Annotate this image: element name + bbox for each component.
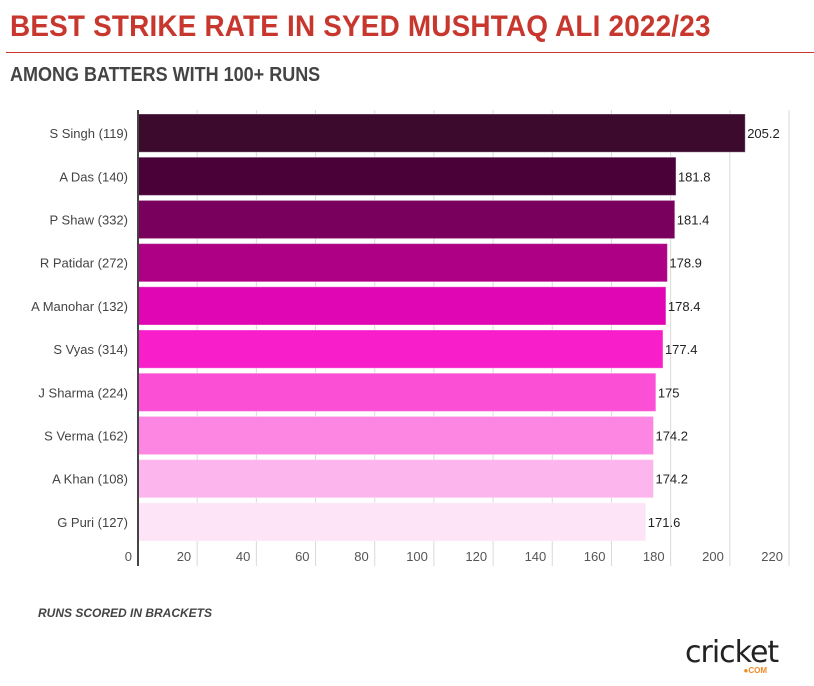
category-label: S Vyas (314): [53, 342, 128, 357]
data-label: 175: [658, 385, 680, 400]
x-tick-label: 20: [177, 549, 191, 564]
bar: [137, 286, 667, 326]
category-label: P Shaw (332): [49, 213, 128, 228]
data-label: 178.9: [669, 256, 702, 271]
bar: [137, 329, 664, 369]
data-label: 177.4: [665, 342, 698, 357]
bar: [137, 372, 657, 412]
x-tick-label: 200: [702, 549, 724, 564]
chart-subtitle: AMONG BATTERS WITH 100+ RUNS: [10, 64, 321, 86]
x-tick-label: 180: [643, 549, 665, 564]
logo-suffix: ●COM: [743, 666, 768, 675]
x-tick-label: 60: [295, 549, 309, 564]
x-tick-label: 80: [354, 549, 368, 564]
footnote: RUNS SCORED IN BRACKETS: [38, 606, 213, 620]
category-label: S Singh (119): [49, 126, 128, 141]
category-label: A Das (140): [59, 169, 128, 184]
x-tick-label: 40: [236, 549, 250, 564]
category-label: A Khan (108): [52, 472, 128, 487]
data-label: 205.2: [747, 126, 780, 141]
chart-title: BEST STRIKE RATE IN SYED MUSHTAQ ALI 202…: [10, 10, 711, 43]
x-tick-label: 140: [525, 549, 547, 564]
data-label: 178.4: [668, 299, 701, 314]
bar: [137, 502, 647, 542]
bar: [137, 156, 677, 196]
category-label: G Puri (127): [57, 515, 128, 530]
data-label: 174.2: [655, 429, 688, 444]
cricket-com-logo: cricket ●COM: [685, 638, 795, 678]
data-label: 181.4: [677, 213, 710, 228]
bar: [137, 459, 654, 499]
x-tick-label: 220: [761, 549, 783, 564]
bar-chart: 0 20 40 60 80 100 120 140 160 180 200 220 S Singh (1…: [31, 110, 790, 566]
x-tick-label: 0: [125, 549, 132, 564]
logo-wordmark: cricket: [685, 635, 779, 670]
bar: [137, 199, 676, 240]
data-label: 181.8: [678, 169, 711, 184]
category-label: A Manohar (132): [31, 299, 128, 314]
data-label: 174.2: [655, 472, 688, 487]
bar: [137, 243, 668, 283]
x-tick-label: 120: [465, 549, 487, 564]
x-tick-label: 160: [584, 549, 606, 564]
bar: [137, 113, 746, 153]
title-divider: [6, 52, 814, 53]
bar: [137, 415, 654, 456]
category-label: S Verma (162): [44, 429, 128, 444]
data-label: 171.6: [648, 515, 681, 530]
category-label: J Sharma (224): [38, 385, 128, 400]
category-label: R Patidar (272): [40, 256, 128, 271]
x-tick-label: 100: [406, 549, 428, 564]
